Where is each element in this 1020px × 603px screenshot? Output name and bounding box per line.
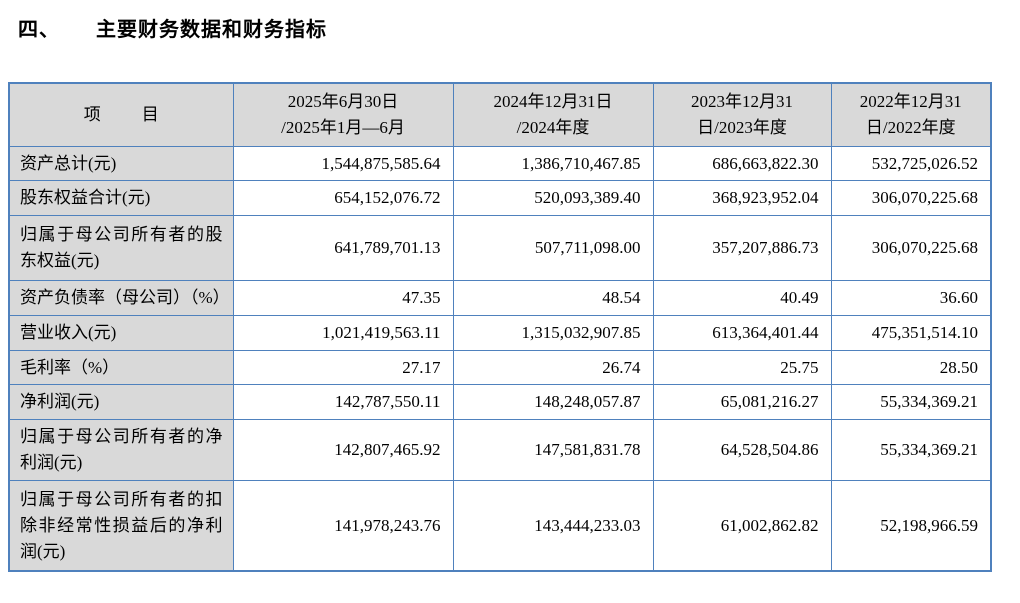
row-label: 归属于母公司所有者的净利润(元) [8, 419, 234, 481]
column-header-item: 项 目 [8, 82, 234, 147]
table-row: 股东权益合计(元) 654,152,076.72 520,093,389.40 368… [8, 180, 992, 217]
section-number: 四、 [18, 19, 60, 41]
row-value: 1,021,419,563.11 [232, 314, 454, 351]
row-label: 股东权益合计(元) [8, 180, 234, 217]
document-page: 四、 主要财务数据和财务指标 项 目 2025年6月30日 /2025年1月—6… [8, 13, 1020, 573]
row-value: 654,152,076.72 [232, 180, 454, 217]
table-row: 归属于母公司所有者的股东权益(元) 641,789,701.13 507,711,0… [8, 215, 992, 281]
row-label: 毛利率（%） [8, 349, 234, 386]
row-value: 148,248,057.87 [452, 384, 654, 421]
row-value: 142,787,550.11 [232, 384, 454, 421]
row-label: 资产总计(元) [8, 145, 234, 182]
row-value: 40.49 [652, 279, 832, 316]
row-value: 1,544,875,585.64 [232, 145, 454, 182]
row-value: 532,725,026.52 [830, 145, 992, 182]
row-value: 65,081,216.27 [652, 384, 832, 421]
table-row: 资产负债率（母公司）（%） 47.35 48.54 40.49 36.60 [8, 279, 992, 316]
column-header-period-2023: 2023年12月31 日/2023年度 [652, 82, 832, 147]
row-label: 营业收入(元) [8, 314, 234, 351]
row-value: 147,581,831.78 [452, 419, 654, 481]
row-value: 1,386,710,467.85 [452, 145, 654, 182]
section-title-text: 主要财务数据和财务指标 [96, 19, 327, 41]
row-value: 357,207,886.73 [652, 215, 832, 281]
table-body: 资产总计(元) 1,544,875,585.64 1,386,710,467.85 6… [8, 145, 992, 572]
financial-data-table: 项 目 2025年6月30日 /2025年1月—6月 2024年12月31日 /… [8, 82, 992, 573]
row-value: 61,002,862.82 [652, 479, 832, 572]
row-value: 48.54 [452, 279, 654, 316]
row-value: 520,093,389.40 [452, 180, 654, 217]
row-value: 641,789,701.13 [232, 215, 454, 281]
row-value: 306,070,225.68 [830, 180, 992, 217]
row-value: 28.50 [830, 349, 992, 386]
row-value: 55,334,369.21 [830, 384, 992, 421]
row-value: 52,198,966.59 [830, 479, 992, 572]
row-value: 142,807,465.92 [232, 419, 454, 481]
row-label: 净利润(元) [8, 384, 234, 421]
row-label: 归属于母公司所有者的股东权益(元) [8, 215, 234, 281]
row-label: 归属于母公司所有者的扣除非经常性损益后的净利润(元) [8, 479, 234, 572]
table-row: 归属于母公司所有者的净利润(元) 142,807,465.92 147,581,83… [8, 419, 992, 481]
table-row: 营业收入(元) 1,021,419,563.11 1,315,032,907.85 6… [8, 314, 992, 351]
row-value: 368,923,952.04 [652, 180, 832, 217]
column-header-period-2022: 2022年12月31 日/2022年度 [830, 82, 992, 147]
row-value: 26.74 [452, 349, 654, 386]
section-title: 四、 主要财务数据和财务指标 [18, 13, 1020, 42]
row-value: 686,663,822.30 [652, 145, 832, 182]
row-value: 27.17 [232, 349, 454, 386]
row-value: 55,334,369.21 [830, 419, 992, 481]
row-value: 306,070,225.68 [830, 215, 992, 281]
row-value: 36.60 [830, 279, 992, 316]
row-value: 613,364,401.44 [652, 314, 832, 351]
table-row: 毛利率（%） 27.17 26.74 25.75 28.50 [8, 349, 992, 386]
row-value: 143,444,233.03 [452, 479, 654, 572]
column-header-period-2024: 2024年12月31日 /2024年度 [452, 82, 654, 147]
table-row: 净利润(元) 142,787,550.11 148,248,057.87 65,081… [8, 384, 992, 421]
row-value: 507,711,098.00 [452, 215, 654, 281]
row-value: 25.75 [652, 349, 832, 386]
table-row: 归属于母公司所有者的扣除非经常性损益后的净利润(元) 141,978,243.76… [8, 479, 992, 572]
row-value: 64,528,504.86 [652, 419, 832, 481]
column-header-period-2025: 2025年6月30日 /2025年1月—6月 [232, 82, 454, 147]
row-value: 47.35 [232, 279, 454, 316]
row-label: 资产负债率（母公司）（%） [8, 279, 234, 316]
row-value: 475,351,514.10 [830, 314, 992, 351]
row-value: 1,315,032,907.85 [452, 314, 654, 351]
row-value: 141,978,243.76 [232, 479, 454, 572]
table-row: 资产总计(元) 1,544,875,585.64 1,386,710,467.85 6… [8, 145, 992, 182]
table-header-row: 项 目 2025年6月30日 /2025年1月—6月 2024年12月31日 /… [8, 82, 992, 147]
